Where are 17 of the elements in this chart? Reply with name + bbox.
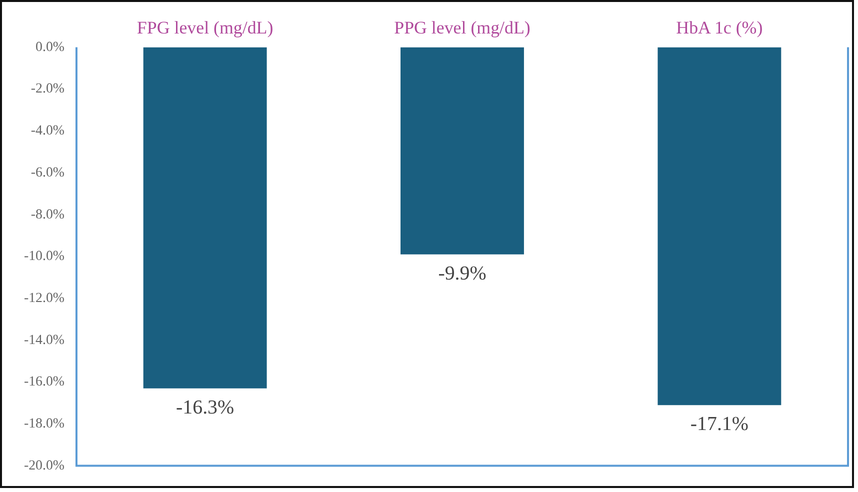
y-tick-label: -16.0% [24, 374, 65, 390]
x-tick-label: HbA 1c (%) [676, 17, 763, 38]
data-label: -9.9% [438, 262, 486, 284]
y-tick-label: -2.0% [30, 82, 65, 97]
data-label: -17.1% [690, 413, 748, 436]
y-tick-label: -20.0% [24, 458, 65, 474]
x-tick-label: FPG level (mg/dL) [136, 17, 274, 38]
y-tick-label: 0.0% [36, 40, 65, 55]
y-tick-label: -6.0% [30, 165, 65, 180]
y-tick-label: -4.0% [30, 124, 65, 139]
y-tick-label: -12.0% [24, 291, 65, 306]
y-tick-label: -8.0% [30, 207, 65, 222]
y-tick-label: -14.0% [24, 332, 65, 348]
y-tick-label: -10.0% [24, 249, 65, 264]
x-tick-label: PPG level (mg/dL) [394, 17, 530, 38]
data-label: -16.3% [176, 396, 234, 418]
y-tick-label: -18.0% [24, 416, 65, 432]
